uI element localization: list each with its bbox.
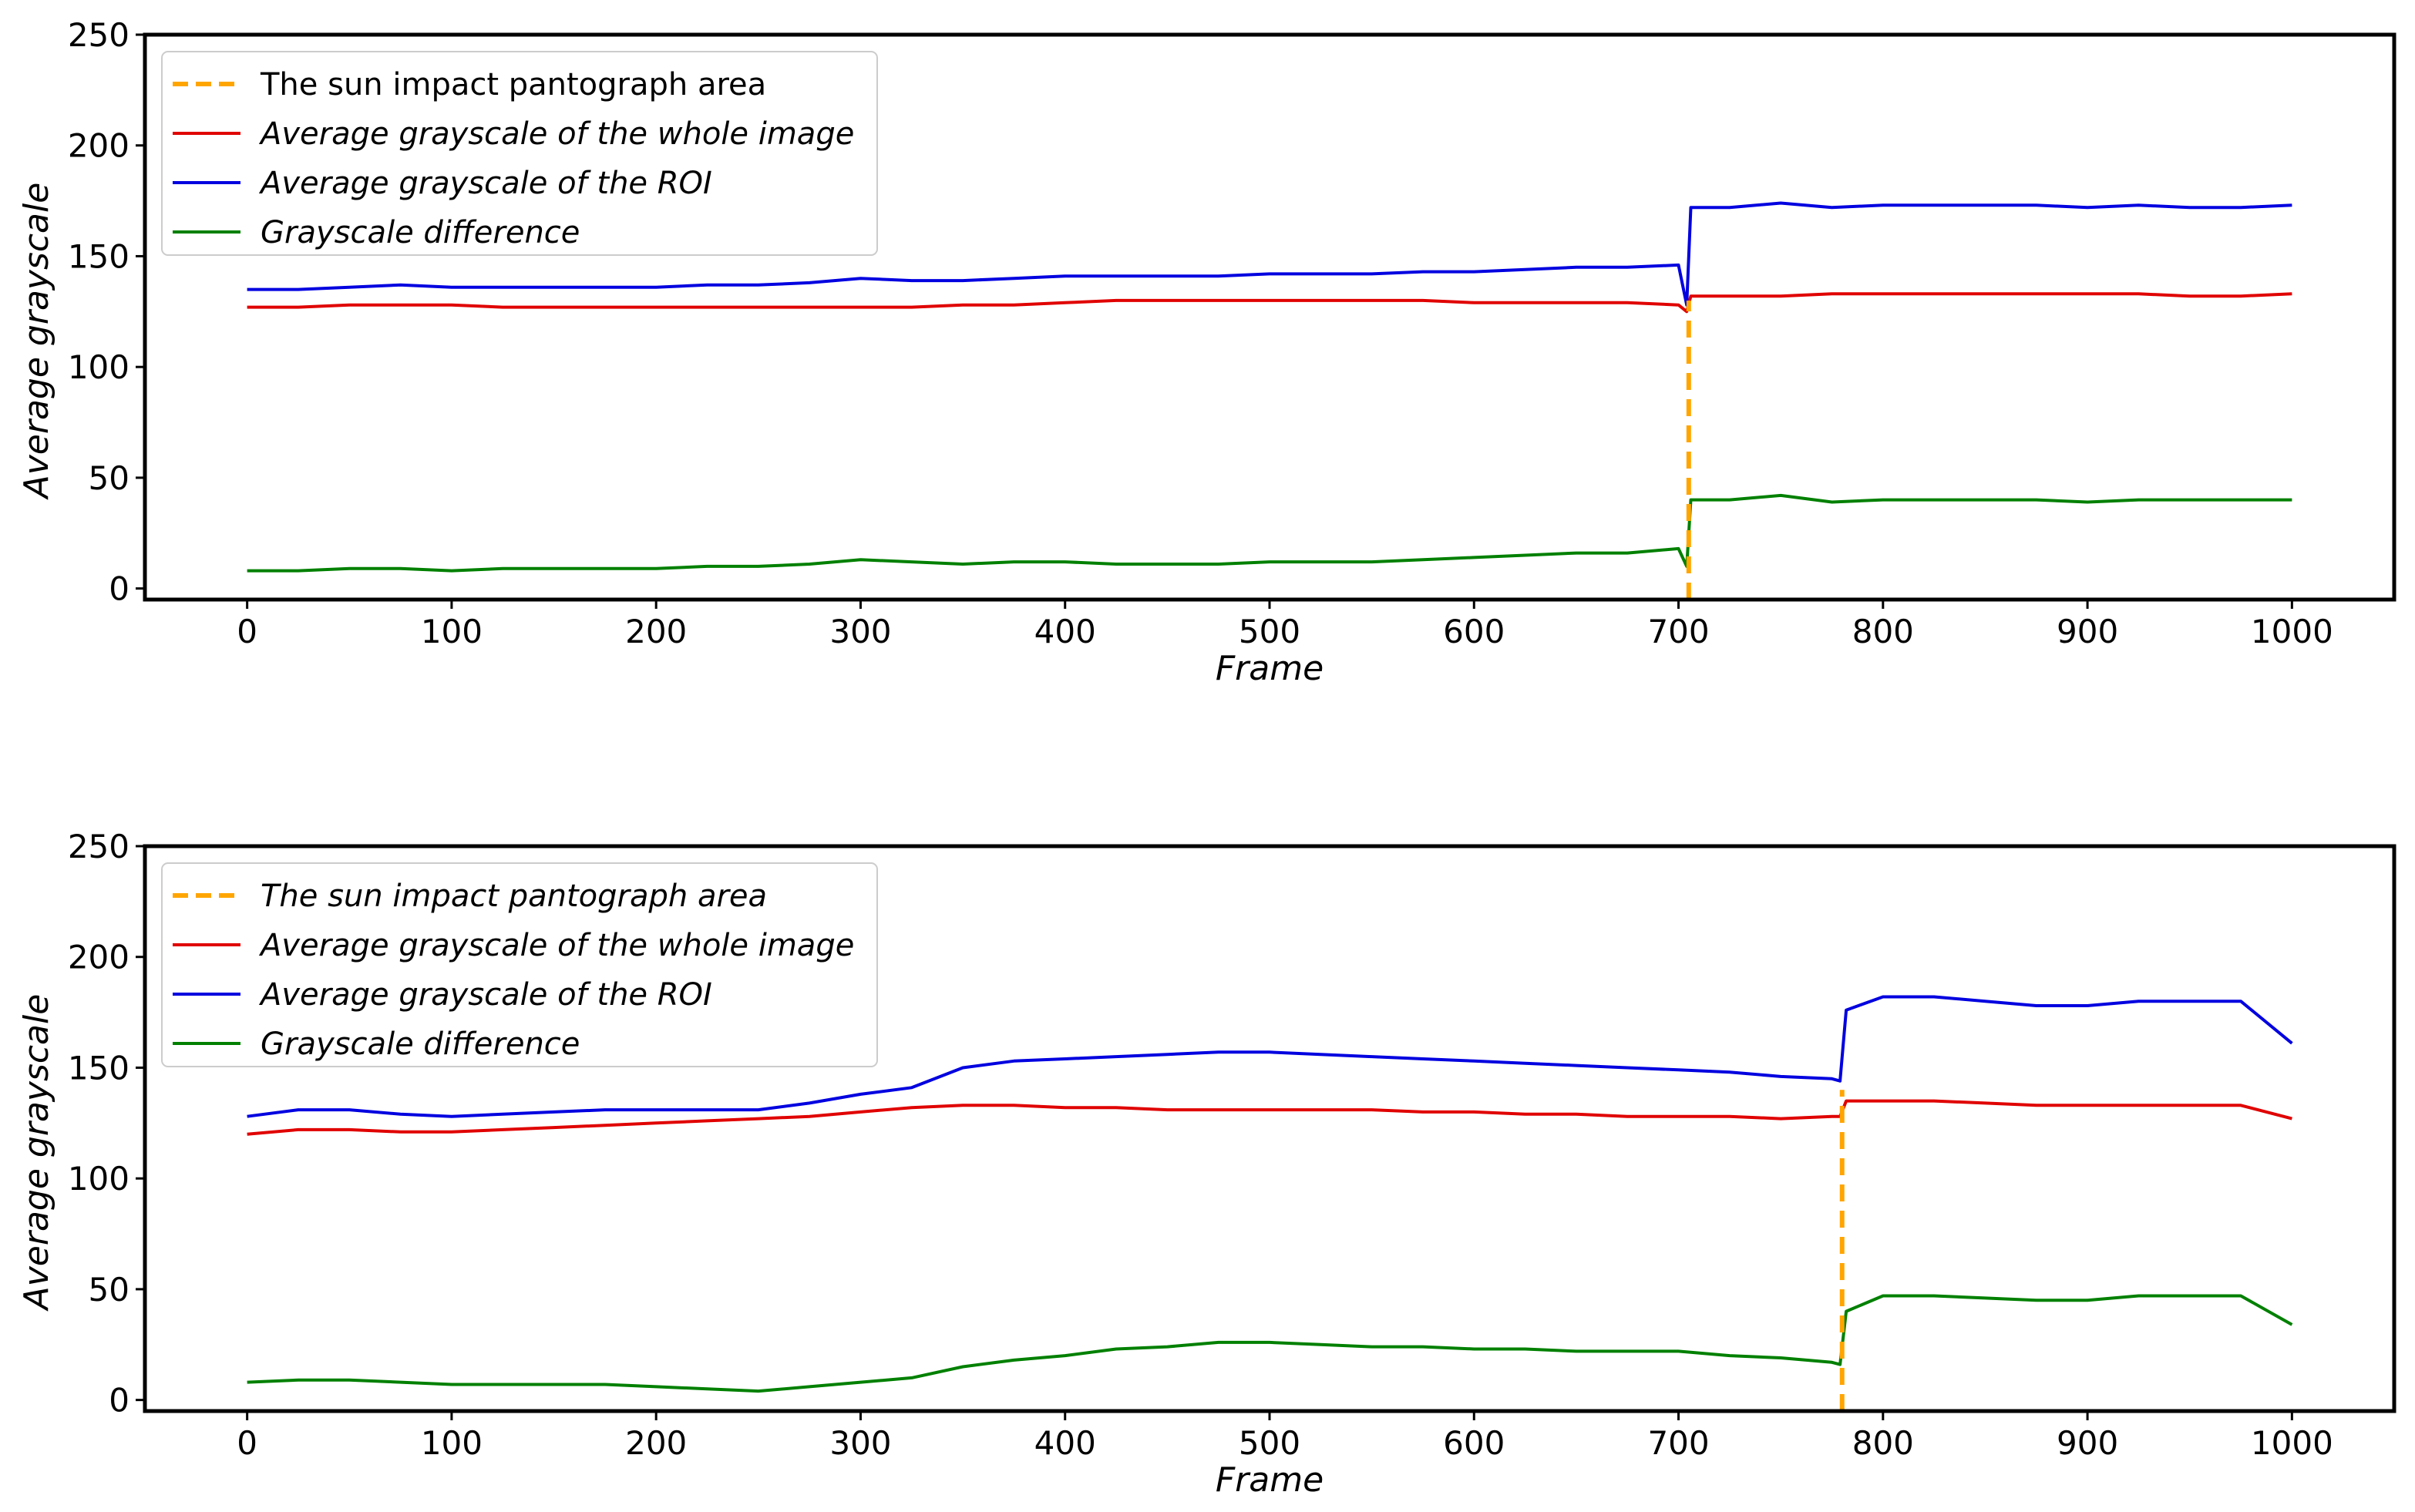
legend-entry-label: Average grayscale of the whole image xyxy=(258,116,854,152)
chart-2: 0 100 200 300 400 500 600 700 800 900 1000 0 50 100 15… xyxy=(17,828,2397,1500)
x-tick-label: 0 xyxy=(237,613,257,650)
y-tick-label: 0 xyxy=(109,570,129,608)
y-tick-label: 150 xyxy=(68,237,129,275)
x-tick-label: 300 xyxy=(829,613,891,650)
x-tick-label: 900 xyxy=(2057,1424,2118,1462)
legend-box xyxy=(161,862,878,1067)
x-tick-label: 100 xyxy=(421,1424,483,1462)
y-tick-label: 250 xyxy=(68,828,129,865)
x-tick-label: 200 xyxy=(625,613,687,650)
series-line-1 xyxy=(247,1099,2292,1136)
x-tick-label: 400 xyxy=(1034,613,1096,650)
series-line-2 xyxy=(247,995,2293,1118)
y-tick-label: 100 xyxy=(68,1160,129,1198)
y-tick-label: 50 xyxy=(89,1271,129,1309)
x-tick-label: 400 xyxy=(1034,1424,1096,1462)
x-tick-label: 1000 xyxy=(2251,1424,2333,1462)
y-tick-label: 250 xyxy=(68,16,129,54)
y-tick-label: 0 xyxy=(109,1382,129,1420)
x-tick-label: 500 xyxy=(1239,1424,1300,1462)
y-axis-label: Average grayscale xyxy=(17,183,56,501)
x-tick-label: 900 xyxy=(2057,613,2118,650)
series-line-3 xyxy=(247,1294,2293,1393)
x-tick-label: 700 xyxy=(1647,1424,1709,1462)
legend-entry-label: Grayscale difference xyxy=(261,215,580,250)
series-line-2 xyxy=(247,201,2292,307)
legend-box xyxy=(161,51,878,256)
x-tick-label: 0 xyxy=(237,1424,257,1462)
y-tick-label: 200 xyxy=(68,127,129,165)
y-axis-label: Average grayscale xyxy=(17,994,56,1312)
x-tick-label: 800 xyxy=(1852,1424,1914,1462)
legend-entry-label: Average grayscale of the ROI xyxy=(258,977,712,1013)
series-line-1 xyxy=(247,292,2292,314)
y-tick-label: 100 xyxy=(68,348,129,386)
y-tick-label: 200 xyxy=(68,939,129,976)
y-tick-label: 50 xyxy=(89,459,129,497)
legend-entry-label: The sun impact pantograph area xyxy=(260,67,766,102)
x-tick-label: 800 xyxy=(1852,613,1914,650)
chart-1: 0 100 200 300 400 500 600 700 800 900 1000 0 50 100 15… xyxy=(17,16,2397,688)
series-line-3 xyxy=(247,493,2292,573)
x-axis-label: Frame xyxy=(1216,649,1324,688)
x-tick-label: 600 xyxy=(1443,1424,1505,1462)
x-tick-label: 500 xyxy=(1239,613,1300,650)
x-tick-label: 200 xyxy=(625,1424,687,1462)
legend-entry-label: Average grayscale of the ROI xyxy=(258,166,712,201)
legend-entry-label: Average grayscale of the whole image xyxy=(258,928,854,963)
x-tick-label: 700 xyxy=(1647,613,1709,650)
x-tick-label: 600 xyxy=(1443,613,1505,650)
x-tick-label: 100 xyxy=(421,613,483,650)
x-tick-label: 1000 xyxy=(2251,613,2333,650)
legend-entry-label: Grayscale difference xyxy=(261,1026,580,1062)
legend-entry-label: The sun impact pantograph area xyxy=(261,879,767,914)
y-tick-label: 150 xyxy=(68,1049,129,1087)
x-axis-label: Frame xyxy=(1216,1460,1324,1500)
x-tick-label: 300 xyxy=(829,1424,891,1462)
